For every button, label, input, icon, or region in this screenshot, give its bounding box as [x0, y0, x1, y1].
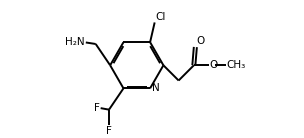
Text: N: N	[152, 83, 159, 93]
Text: Cl: Cl	[155, 12, 166, 22]
Text: CH₃: CH₃	[226, 60, 246, 70]
Text: H₂N: H₂N	[65, 38, 85, 47]
Text: O: O	[210, 60, 218, 70]
Text: F: F	[94, 103, 99, 113]
Text: F: F	[106, 126, 112, 136]
Text: O: O	[196, 36, 204, 46]
